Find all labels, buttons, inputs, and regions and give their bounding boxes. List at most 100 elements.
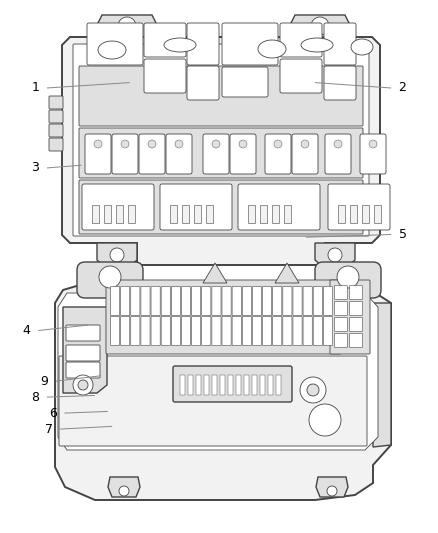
FancyBboxPatch shape (283, 287, 292, 316)
FancyBboxPatch shape (292, 134, 318, 174)
Circle shape (110, 248, 124, 262)
Bar (338, 205, 345, 223)
FancyBboxPatch shape (313, 287, 322, 316)
FancyBboxPatch shape (112, 134, 138, 174)
Text: 5: 5 (399, 228, 406, 241)
Text: 4: 4 (23, 324, 31, 337)
Circle shape (301, 140, 309, 148)
FancyBboxPatch shape (222, 67, 268, 97)
Bar (182, 205, 189, 223)
FancyBboxPatch shape (242, 317, 251, 345)
FancyBboxPatch shape (293, 317, 302, 345)
FancyBboxPatch shape (262, 287, 272, 316)
FancyBboxPatch shape (49, 110, 63, 123)
Circle shape (121, 140, 129, 148)
Text: 3: 3 (32, 161, 39, 174)
Polygon shape (290, 15, 350, 37)
Bar (204, 375, 209, 395)
FancyBboxPatch shape (66, 325, 100, 341)
FancyBboxPatch shape (120, 317, 130, 345)
Polygon shape (62, 37, 380, 265)
Text: 1: 1 (32, 82, 39, 94)
Bar (350, 205, 357, 223)
FancyBboxPatch shape (313, 317, 322, 345)
Bar (104, 205, 111, 223)
FancyBboxPatch shape (262, 317, 272, 345)
Text: 6: 6 (49, 407, 57, 419)
Circle shape (337, 266, 359, 288)
FancyBboxPatch shape (77, 262, 143, 298)
FancyBboxPatch shape (222, 287, 231, 316)
FancyBboxPatch shape (238, 184, 320, 230)
FancyBboxPatch shape (131, 317, 140, 345)
FancyBboxPatch shape (187, 23, 219, 65)
FancyBboxPatch shape (171, 287, 180, 316)
Circle shape (73, 375, 93, 395)
FancyBboxPatch shape (202, 287, 211, 316)
Bar (206, 205, 213, 223)
FancyBboxPatch shape (110, 287, 120, 316)
Polygon shape (315, 243, 355, 265)
FancyBboxPatch shape (144, 59, 186, 93)
Ellipse shape (301, 38, 333, 52)
Bar (248, 205, 255, 223)
FancyBboxPatch shape (120, 287, 130, 316)
FancyBboxPatch shape (79, 180, 363, 234)
Bar (180, 375, 185, 395)
Bar (220, 375, 225, 395)
Bar (116, 205, 123, 223)
FancyBboxPatch shape (131, 287, 140, 316)
Circle shape (119, 486, 129, 496)
Circle shape (175, 140, 183, 148)
Text: 9: 9 (40, 375, 48, 387)
Circle shape (99, 266, 121, 288)
Circle shape (327, 486, 337, 496)
FancyBboxPatch shape (323, 317, 332, 345)
Bar (92, 205, 99, 223)
FancyBboxPatch shape (335, 286, 347, 300)
Bar (268, 375, 273, 395)
Bar (128, 205, 135, 223)
FancyBboxPatch shape (324, 23, 356, 65)
Bar (284, 205, 291, 223)
FancyBboxPatch shape (203, 134, 229, 174)
FancyBboxPatch shape (173, 366, 292, 402)
Bar (374, 205, 381, 223)
FancyBboxPatch shape (79, 66, 363, 126)
Circle shape (307, 384, 319, 396)
Bar (252, 375, 257, 395)
Ellipse shape (98, 41, 126, 59)
FancyBboxPatch shape (230, 134, 256, 174)
Polygon shape (316, 477, 348, 497)
Ellipse shape (351, 39, 373, 55)
Circle shape (212, 140, 220, 148)
Bar (362, 205, 369, 223)
FancyBboxPatch shape (161, 287, 170, 316)
Bar (236, 375, 241, 395)
Polygon shape (63, 307, 107, 393)
Bar (194, 205, 201, 223)
Circle shape (274, 140, 282, 148)
FancyBboxPatch shape (242, 287, 251, 316)
FancyBboxPatch shape (59, 356, 367, 446)
Bar (170, 205, 177, 223)
Ellipse shape (258, 40, 286, 58)
FancyBboxPatch shape (335, 334, 347, 348)
Bar (260, 375, 265, 395)
Polygon shape (58, 293, 378, 450)
FancyBboxPatch shape (280, 59, 322, 93)
Circle shape (334, 140, 342, 148)
Polygon shape (275, 263, 299, 283)
Bar (212, 375, 217, 395)
Text: 2: 2 (399, 82, 406, 94)
FancyBboxPatch shape (330, 280, 370, 354)
FancyBboxPatch shape (141, 287, 150, 316)
FancyBboxPatch shape (252, 287, 261, 316)
Circle shape (148, 140, 156, 148)
FancyBboxPatch shape (187, 66, 219, 100)
FancyBboxPatch shape (273, 317, 282, 345)
Bar (260, 205, 267, 223)
FancyBboxPatch shape (222, 317, 231, 345)
FancyBboxPatch shape (335, 318, 347, 332)
Circle shape (311, 17, 329, 35)
